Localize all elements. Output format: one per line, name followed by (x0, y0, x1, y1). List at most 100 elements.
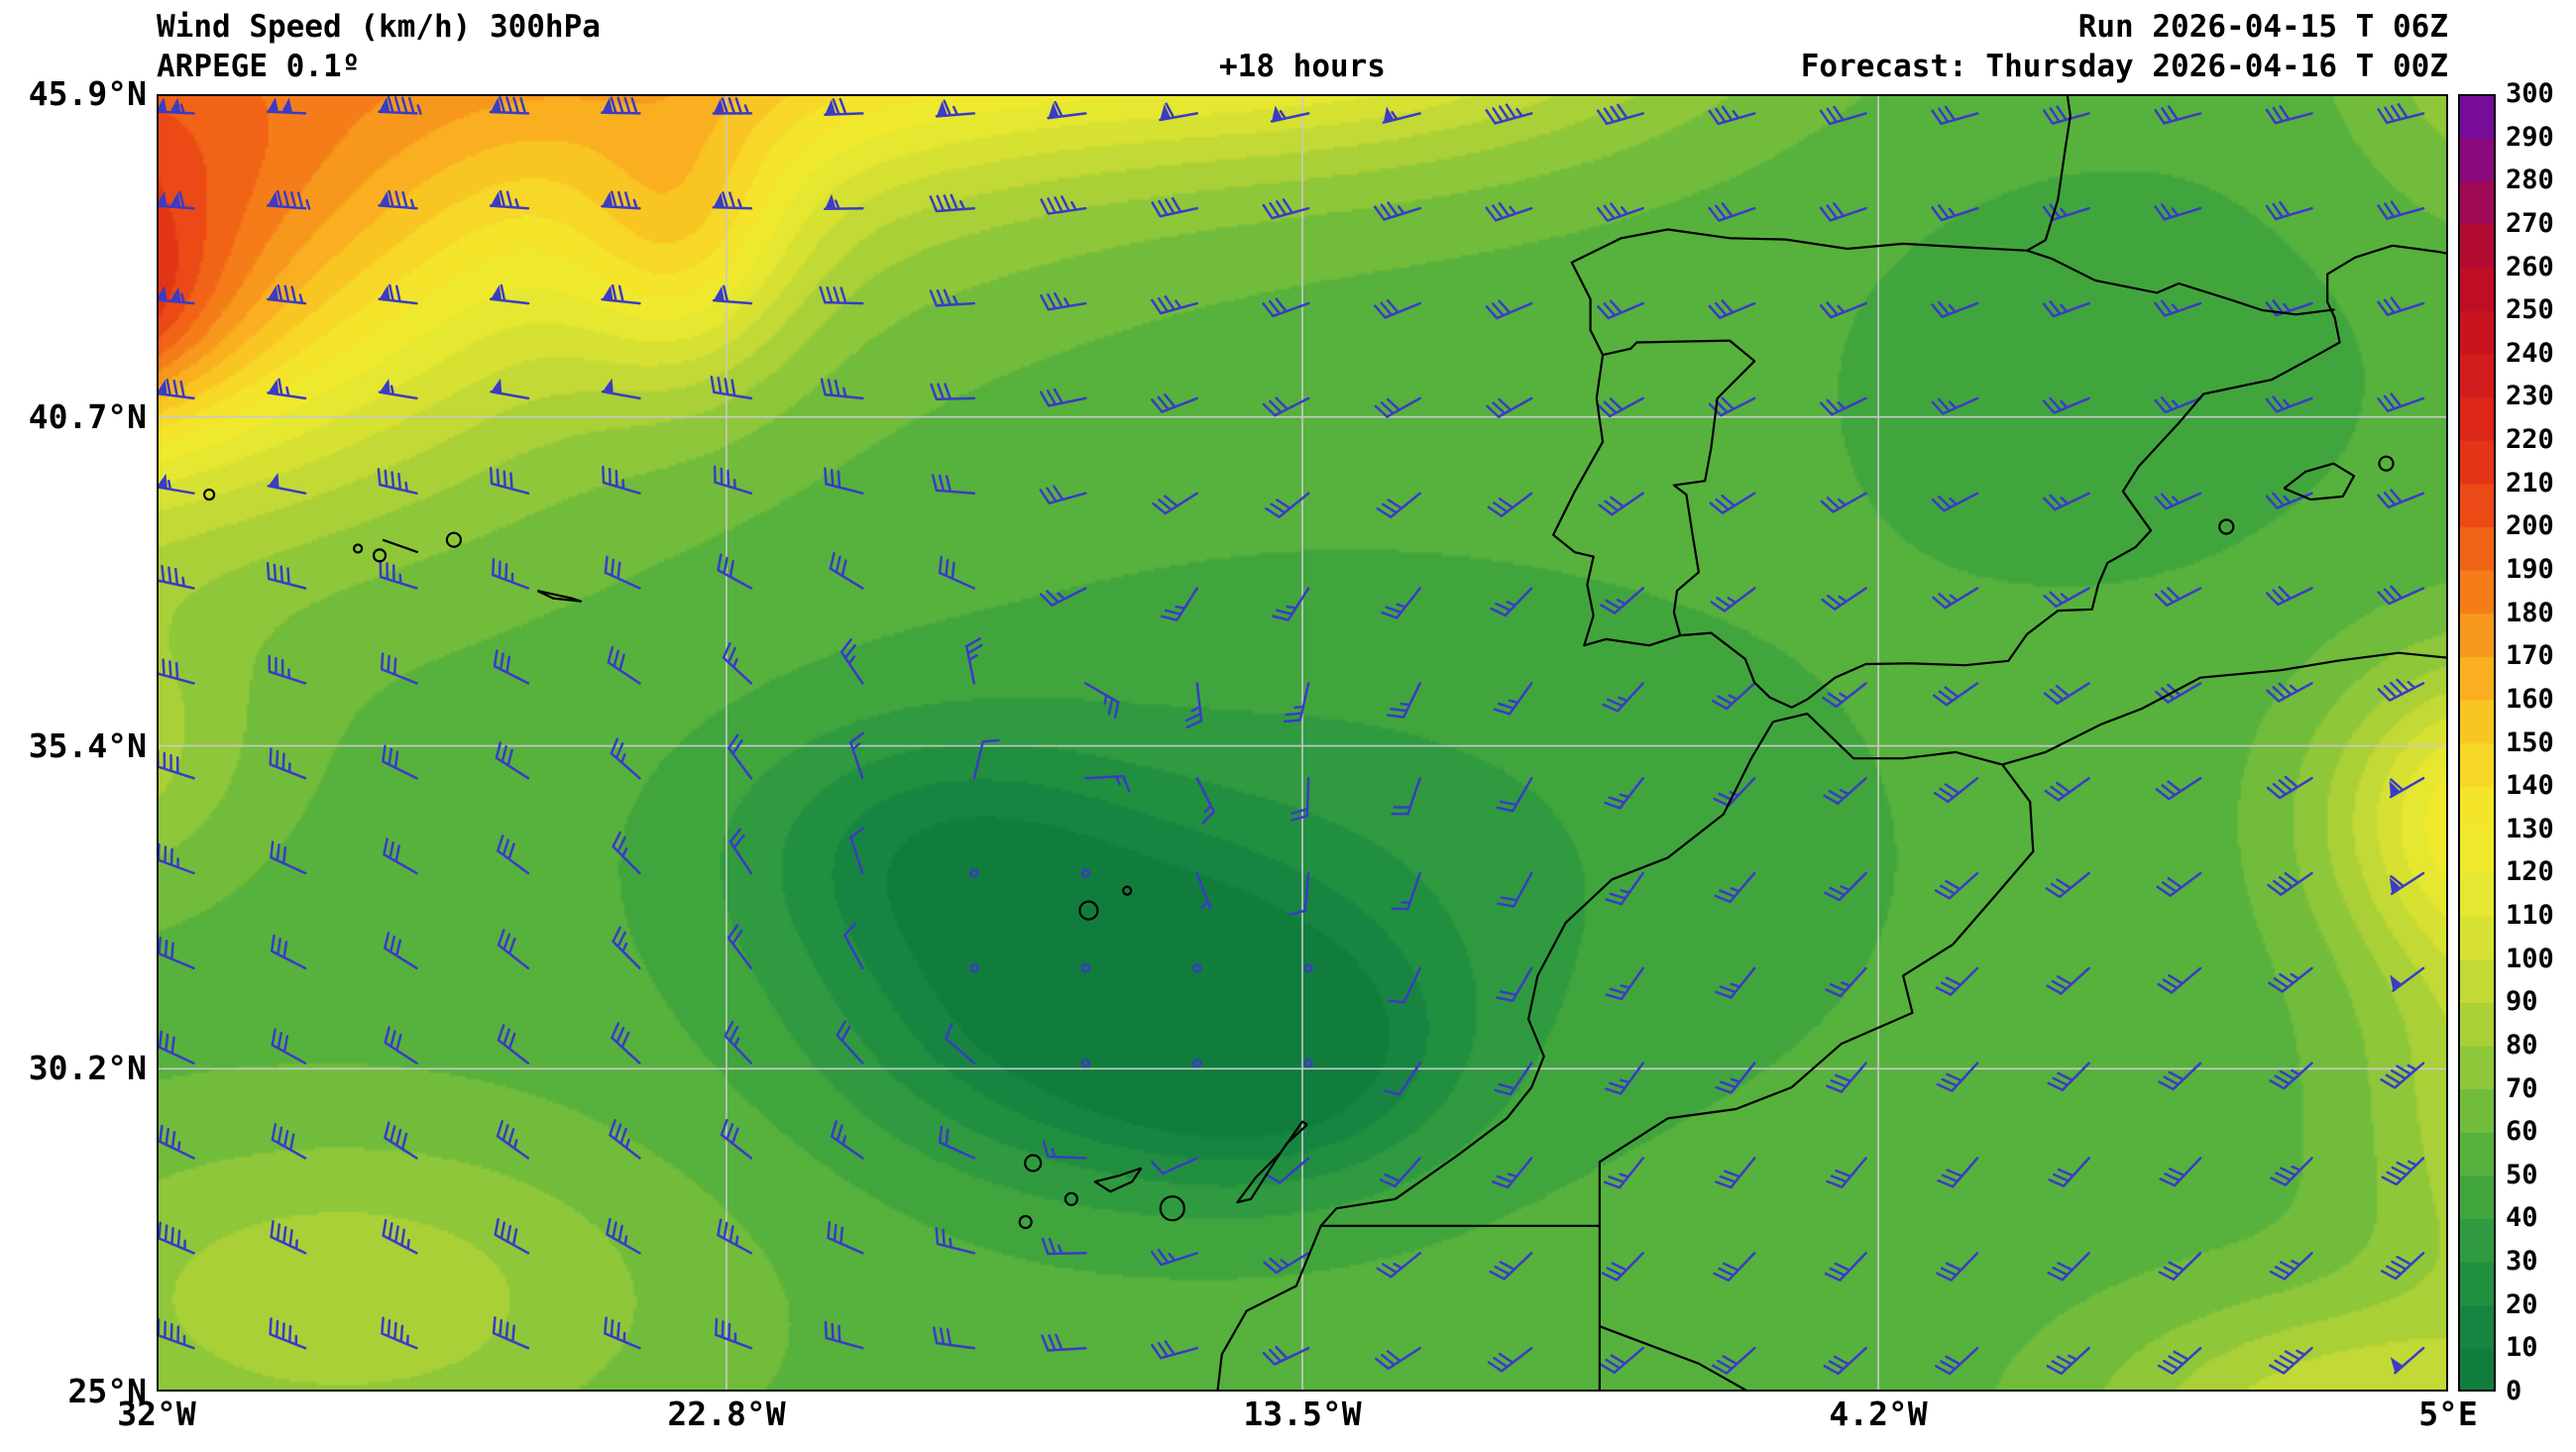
wind-barb (1040, 291, 1087, 311)
colorbar-segment (2458, 1002, 2496, 1047)
wind-barb (270, 840, 307, 875)
lead-time-label: +18 hours (1219, 49, 1386, 84)
colorbar-segment (2458, 1218, 2496, 1263)
coastline-path (2283, 462, 2356, 502)
wind-barb (1047, 100, 1087, 120)
colorbar-tick-label: 270 (2506, 208, 2554, 239)
wind-barb (1824, 871, 1867, 902)
wind-barb (601, 283, 641, 305)
wind-barb (1283, 682, 1310, 724)
island-outline (1078, 900, 1099, 921)
colorbar-segment (2458, 958, 2496, 1003)
wind-barb (383, 838, 418, 875)
wind-barb (2158, 1061, 2202, 1091)
wind-barb (2042, 203, 2090, 221)
wind-barb (601, 378, 641, 400)
colorbar-segment (2458, 656, 2496, 701)
colorbar-segment (2458, 1304, 2496, 1349)
coastline-path (1772, 651, 2448, 766)
colorbar-segment (2458, 1088, 2496, 1133)
wind-barb (945, 1022, 976, 1064)
wind-barb (378, 379, 418, 400)
wind-barb (2154, 203, 2202, 221)
colorbar-scale (2458, 94, 2496, 1393)
wind-barb (158, 1221, 195, 1255)
wind-barb (1493, 682, 1533, 716)
x-axis-tick-label: 4.2°W (1829, 1395, 1928, 1433)
wind-barb (2266, 775, 2313, 800)
wind-barb (2265, 200, 2313, 221)
wind-barb (1605, 966, 1644, 1001)
wind-barb (1041, 1237, 1087, 1256)
wind-barb (1599, 1346, 1644, 1375)
wind-barb (270, 934, 307, 970)
colorbar-tick-label: 190 (2506, 554, 2554, 585)
wind-barb (2154, 105, 2202, 125)
wind-barb (1819, 105, 1867, 126)
colorbar-frame (2458, 94, 2496, 1392)
wind-barb (1937, 1157, 1979, 1188)
wind-barb (2154, 299, 2202, 317)
wind-barbs (157, 95, 2425, 1376)
wind-barb (378, 283, 418, 305)
wind-barb (1387, 682, 1421, 719)
colorbar-tick-label: 90 (2506, 986, 2538, 1017)
wind-barb (604, 1316, 641, 1350)
wind-barb (489, 466, 530, 495)
wind-barb (158, 1030, 195, 1064)
wind-barb (1823, 776, 1867, 805)
wind-barb (1933, 776, 1979, 804)
wind-barb (1039, 485, 1087, 504)
colorbar-tick-label: 300 (2506, 78, 2554, 109)
wind-barb (969, 963, 979, 973)
colorbar-tick-label: 240 (2506, 338, 2554, 369)
y-axis-tick-label: 35.4°N (28, 726, 147, 765)
wind-barb (849, 827, 865, 875)
wind-barb (1597, 299, 1644, 320)
wind-barb (1151, 393, 1199, 413)
wind-barb (1492, 1157, 1533, 1189)
colorbar-segment (2458, 829, 2496, 873)
wind-barb (1596, 202, 1644, 222)
colorbar-tick-label: 10 (2506, 1332, 2538, 1363)
wind-barb (1709, 492, 1756, 514)
wind-barb (1152, 492, 1199, 515)
wind-barb (1490, 587, 1533, 617)
coastlines (202, 94, 2448, 1392)
wind-barb (2042, 300, 2090, 318)
wind-barb (1080, 963, 1091, 973)
wind-barb (2380, 1061, 2425, 1089)
wind-barb (1288, 871, 1310, 916)
colorbar-tick-label: 70 (2506, 1073, 2538, 1104)
wind-barb (157, 96, 195, 115)
wind-barb (489, 96, 530, 115)
wind-barb (378, 95, 422, 115)
wind-barb (266, 189, 311, 210)
wind-barb (1597, 396, 1644, 418)
wind-barb (2047, 1061, 2090, 1092)
wind-barb (1265, 1157, 1310, 1184)
wind-barb (969, 868, 979, 878)
wind-barb (2265, 298, 2313, 317)
forecast-time-label: Forecast: Thursday 2026-04-16 T 00Z (1800, 49, 2448, 84)
wind-barb (377, 468, 418, 495)
wind-barb (1151, 1248, 1199, 1267)
wind-barb (492, 1316, 530, 1350)
colorbar-segment (2458, 483, 2496, 527)
wind-barb (1494, 1061, 1533, 1096)
wind-barb (1151, 295, 1199, 315)
island-outline (1018, 1214, 1033, 1230)
wind-barb (1714, 871, 1756, 904)
wind-barb (157, 656, 195, 685)
wind-barb (1262, 297, 1310, 318)
colorbar-tick-label: 0 (2506, 1376, 2522, 1406)
y-axis-tick-label: 25°N (67, 1372, 147, 1410)
colorbar-segment (2458, 613, 2496, 657)
plot-frame (157, 94, 2448, 1392)
coastline-path (1599, 1325, 1749, 1392)
wind-barb (1598, 492, 1644, 516)
island-outline (1159, 1195, 1185, 1222)
wind-barb (157, 378, 195, 400)
colorbar-tick-label: 20 (2506, 1289, 2538, 1320)
wind-barb (489, 190, 530, 210)
